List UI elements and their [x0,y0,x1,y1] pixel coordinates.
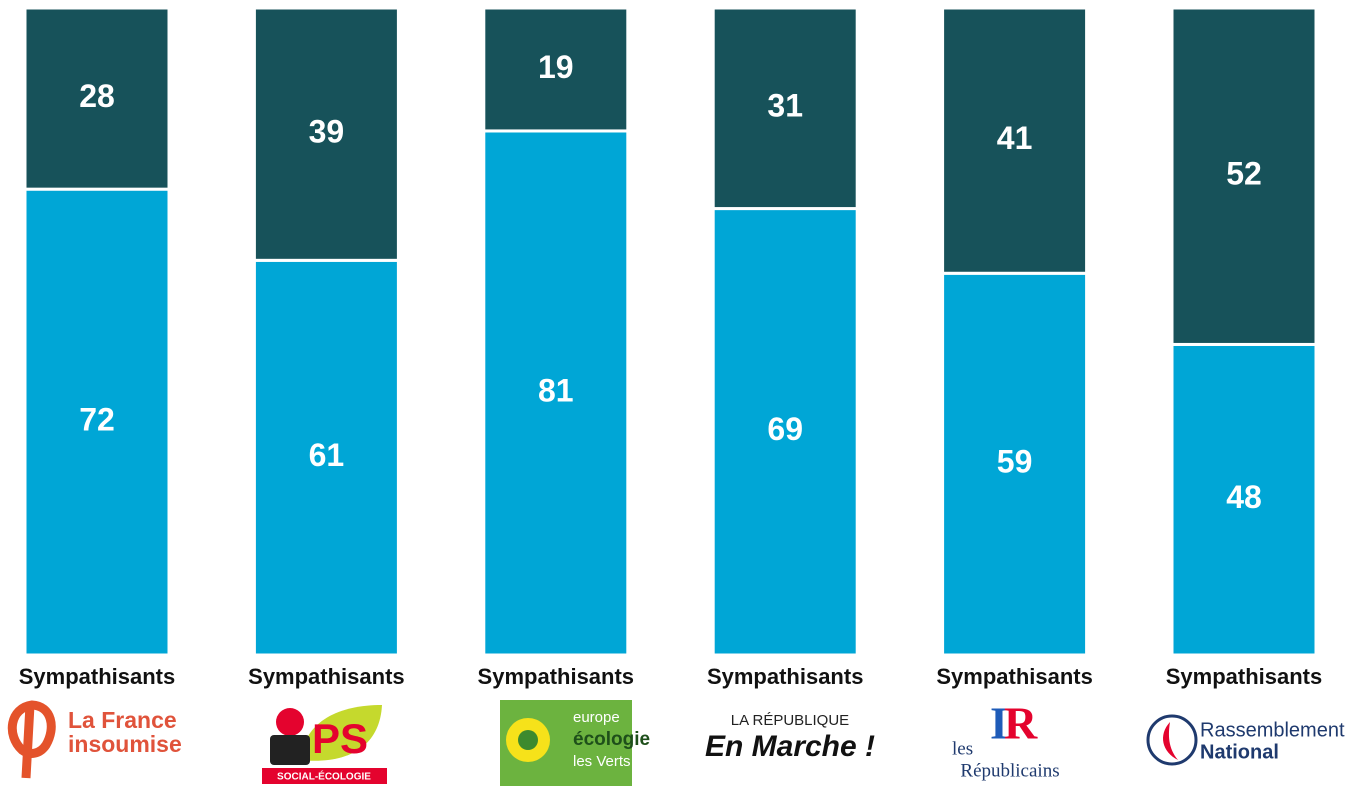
bar-segment [941,271,1089,657]
data-label: 28 [79,78,115,114]
logo-text: National [1200,741,1279,763]
logo-text: écologie [573,729,650,750]
logo-text: La France [68,707,177,733]
x-tick-label: Sympathisants [936,664,1093,689]
ps-rose [276,708,304,736]
logo-text: En Marche ! [705,730,875,763]
ps-band [262,768,387,784]
bar-segment [23,6,171,191]
bar-segment [1170,6,1318,346]
logo-text: Républicains [960,760,1059,781]
data-label: 31 [767,88,803,124]
bar-segment [482,129,630,657]
data-label: 48 [1226,479,1262,515]
x-tick-label: Sympathisants [1166,664,1323,689]
bar-segment [711,207,859,657]
data-label: 19 [538,49,574,85]
eelv-sun-core [518,730,538,750]
logo-text: SOCIAL-ÉCOLOGIE [277,770,371,783]
bar-segment [711,6,859,211]
logo-text: Rassemblement [1200,719,1345,741]
data-label: 59 [997,444,1033,480]
rn-flame [1163,722,1178,760]
ps-leaf [300,705,382,761]
logo-text: insoumise [68,731,182,757]
logo-text: les Verts [573,753,631,770]
x-tick-label: Sympathisants [707,664,864,689]
logo-text: LA RÉPUBLIQUE [731,712,849,729]
rn-circle [1146,714,1198,766]
data-label: 69 [767,411,803,447]
lfi-symbol [7,700,56,779]
ps-fist [270,735,310,765]
logo-text: les [952,738,973,759]
data-label: 61 [309,437,345,473]
bar-segment [941,6,1089,275]
x-tick-label: Sympathisants [19,664,176,689]
data-label: 39 [309,114,345,150]
x-tick-label: Sympathisants [478,664,635,689]
bar-segment [482,6,630,133]
logo-text: europe [573,709,620,726]
x-tick-label: Sympathisants [248,664,405,689]
logo-shapes [7,700,1198,786]
data-label: 72 [79,402,115,438]
data-label: 41 [997,120,1033,156]
data-label: 52 [1226,156,1262,192]
data-label: 81 [538,372,574,408]
logo-text: R [1004,698,1038,749]
logo-text: I [990,698,1008,749]
logo-text: PS [312,715,368,762]
bar-segment [252,6,400,262]
bar-segment [1170,342,1318,657]
